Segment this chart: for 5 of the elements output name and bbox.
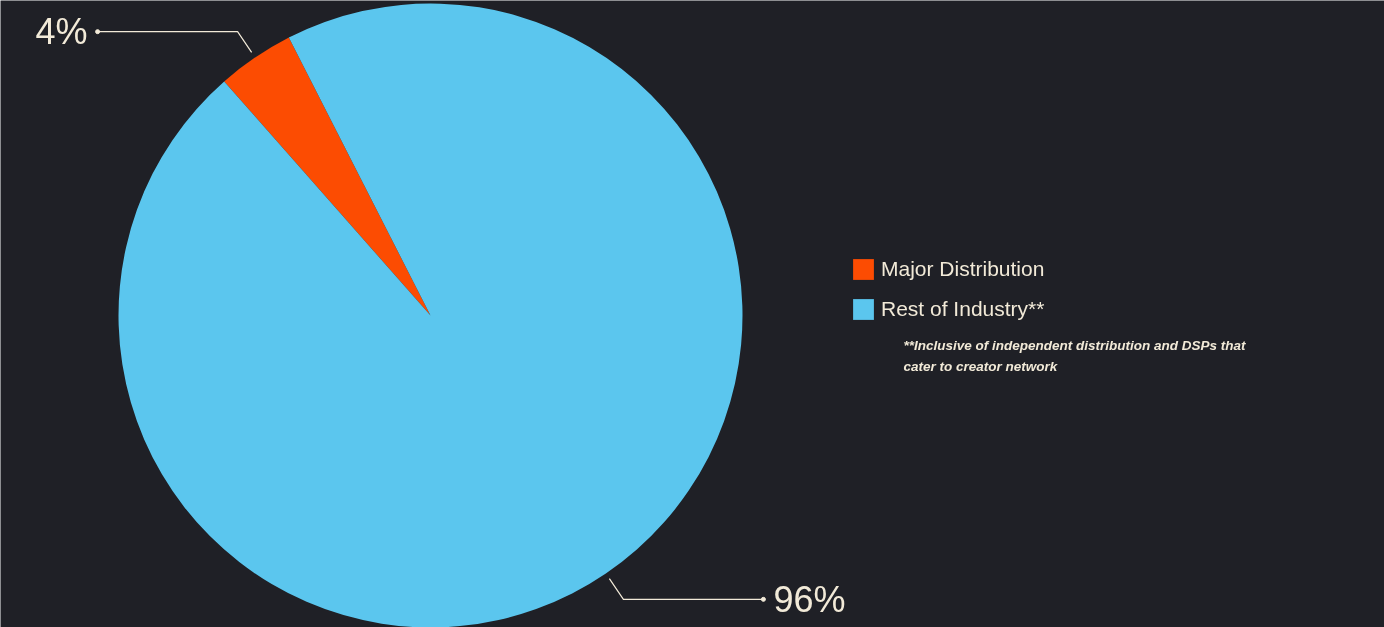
legend-label: Major Distribution: [881, 256, 1045, 282]
text: **Inclusive of independent distribution and DSPs that cater to creator network: [903, 337, 1247, 374]
legend-label: Rest of Industry**: [881, 296, 1045, 322]
data-label: 4%: [35, 11, 88, 53]
data-label: 96%: [773, 578, 846, 620]
